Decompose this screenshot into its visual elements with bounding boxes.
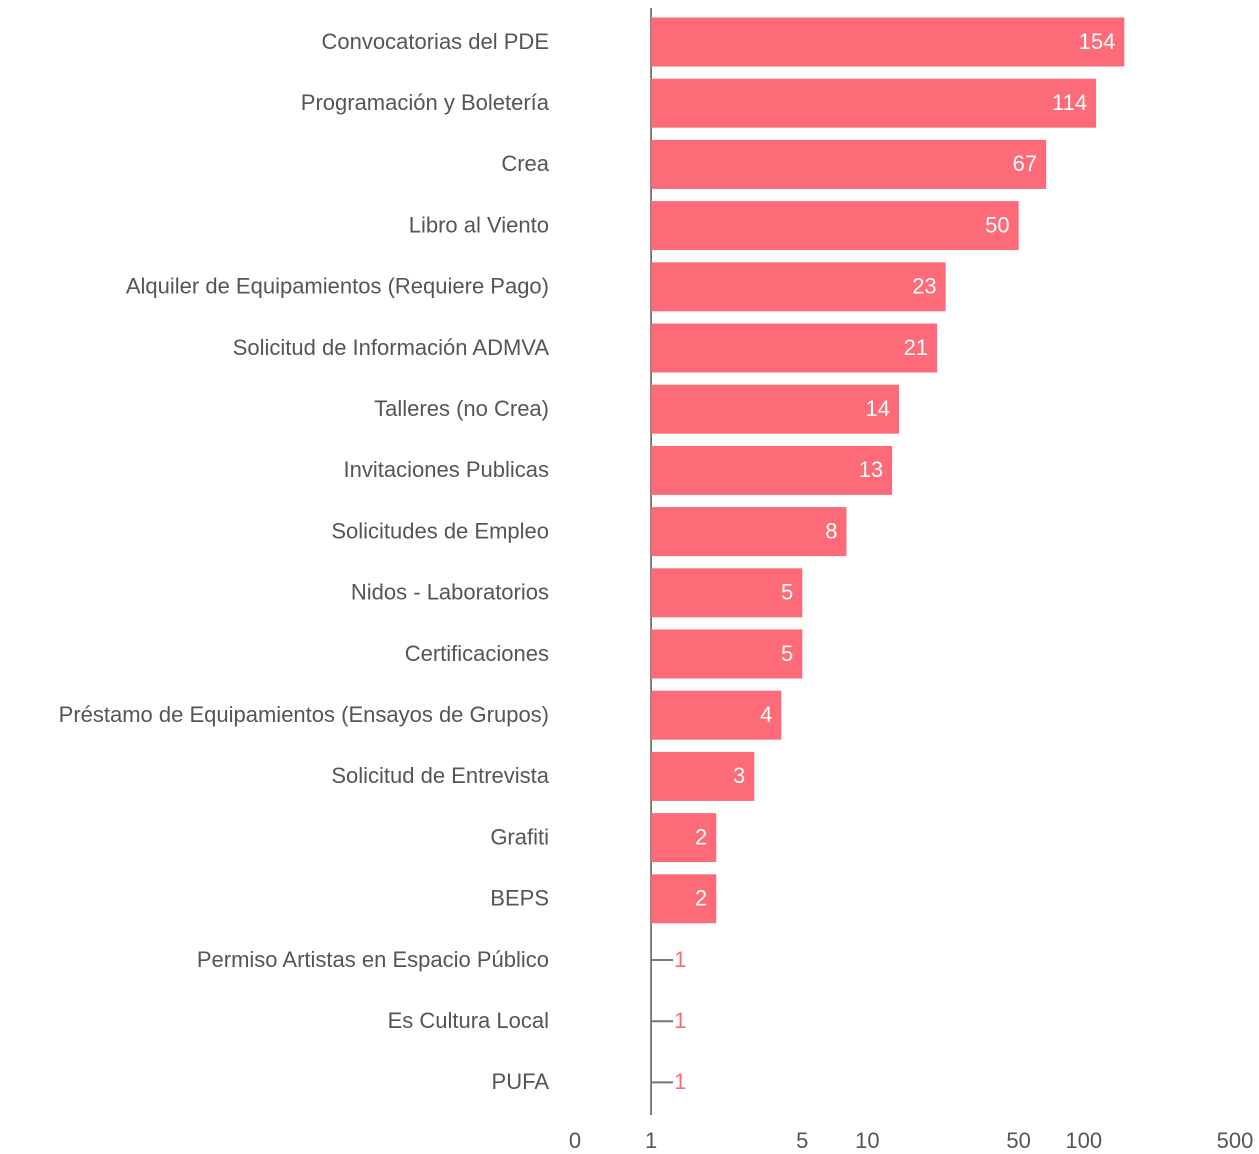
value-label: 2 xyxy=(695,824,707,849)
x-tick-label: 0 xyxy=(569,1128,581,1153)
bar xyxy=(651,507,847,557)
value-label: 14 xyxy=(866,396,890,421)
bar xyxy=(651,78,1097,128)
value-label: 67 xyxy=(1013,151,1037,176)
bar xyxy=(651,323,938,373)
category-label: Invitaciones Publicas xyxy=(344,457,549,482)
value-label: 154 xyxy=(1079,29,1116,54)
value-label: 114 xyxy=(1052,90,1087,115)
category-label: BEPS xyxy=(490,886,549,911)
category-label: Permiso Artistas en Espacio Público xyxy=(197,947,549,972)
value-label: 8 xyxy=(825,518,837,543)
category-label: Grafiti xyxy=(490,824,549,849)
bar xyxy=(651,751,755,801)
category-label: Crea xyxy=(501,151,549,176)
value-label: 5 xyxy=(781,641,793,666)
x-tick-label: 10 xyxy=(855,1128,879,1153)
value-label: 4 xyxy=(760,702,772,727)
category-label: Certificaciones xyxy=(405,641,549,666)
bar xyxy=(651,874,717,924)
category-label: Talleres (no Crea) xyxy=(374,396,549,421)
bar xyxy=(651,813,717,863)
x-tick-label: 5 xyxy=(796,1128,808,1153)
category-label: Programación y Boletería xyxy=(301,90,550,115)
bar xyxy=(651,568,803,618)
value-label: 23 xyxy=(912,274,936,299)
bar xyxy=(651,690,782,740)
x-tick-label: 1 xyxy=(645,1128,657,1153)
x-tick-label: 500 xyxy=(1217,1128,1254,1153)
value-label: 21 xyxy=(904,335,928,360)
bar xyxy=(651,629,803,679)
category-label: PUFA xyxy=(492,1069,550,1094)
value-label: 2 xyxy=(695,886,707,911)
category-label: Nidos - Laboratorios xyxy=(351,580,549,605)
category-label: Libro al Viento xyxy=(409,212,549,237)
value-label: 3 xyxy=(733,763,745,788)
x-tick-label: 100 xyxy=(1065,1128,1102,1153)
bar xyxy=(651,201,1019,251)
value-label: 1 xyxy=(674,1069,686,1094)
category-label: Convocatorias del PDE xyxy=(322,29,549,54)
value-label: 50 xyxy=(985,212,1009,237)
category-label: Préstamo de Equipamientos (Ensayos de Gr… xyxy=(59,702,549,727)
bar xyxy=(651,384,900,434)
bar xyxy=(651,139,1047,189)
value-label: 13 xyxy=(859,457,883,482)
bar xyxy=(651,445,893,495)
x-tick-label: 50 xyxy=(1006,1128,1030,1153)
value-label: 5 xyxy=(781,580,793,605)
value-label: 1 xyxy=(674,1008,686,1033)
category-label: Solicitudes de Empleo xyxy=(331,518,549,543)
category-label: Solicitud de Entrevista xyxy=(331,763,549,788)
category-label: Solicitud de Información ADMVA xyxy=(233,335,550,360)
bar xyxy=(651,262,946,312)
bar xyxy=(651,17,1125,67)
category-label: Es Cultura Local xyxy=(388,1008,549,1033)
category-label: Alquiler de Equipamientos (Requiere Pago… xyxy=(126,274,549,299)
value-label: 1 xyxy=(674,947,686,972)
